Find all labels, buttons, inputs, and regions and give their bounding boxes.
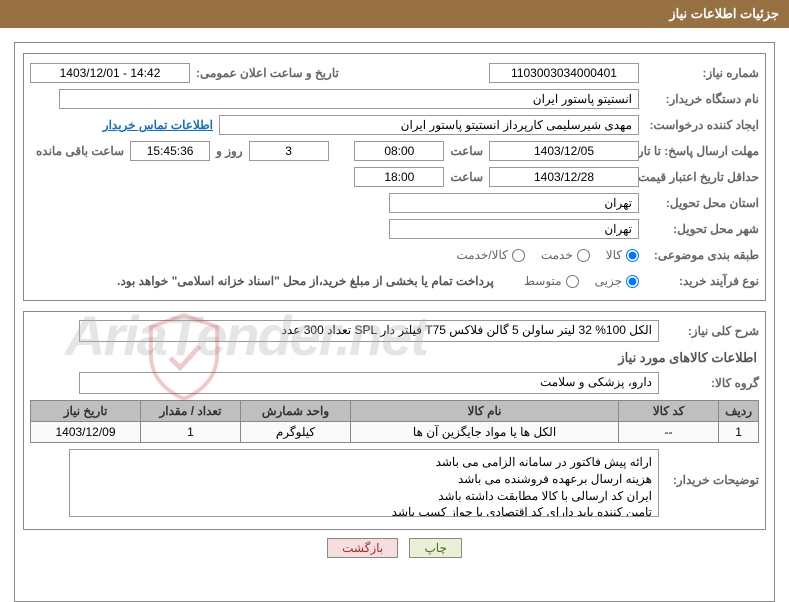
cat-opt-2: کالا/خدمت — [456, 248, 507, 262]
goods-section-title: اطلاعات کالاهای مورد نیاز — [32, 350, 757, 366]
remain-label: ساعت باقی مانده — [30, 144, 130, 158]
time-label-1: ساعت — [444, 144, 489, 158]
cat-opt-1: خدمت — [541, 248, 573, 262]
content-panel: AriaTender.net شماره نیاز: 1103003034000… — [14, 42, 775, 602]
province-field: تهران — [389, 193, 639, 213]
resp-date-field: 1403/12/05 — [489, 141, 639, 161]
valid-time-field: 18:00 — [354, 167, 444, 187]
cell-unit: کیلوگرم — [241, 422, 351, 443]
resp-deadline-label: مهلت ارسال پاسخ: تا تاریخ: — [639, 144, 759, 158]
process-radio-medium[interactable] — [566, 275, 579, 288]
process-label: نوع فرآیند خرید: — [639, 274, 759, 288]
cell-date: 1403/12/09 — [31, 422, 141, 443]
buyer-contact-link[interactable]: اطلاعات تماس خریدار — [103, 118, 213, 132]
announce-field: 1403/12/01 - 14:42 — [30, 63, 190, 83]
table-header-row: ردیف کد کالا نام کالا واحد شمارش تعداد /… — [31, 401, 759, 422]
requester-field: مهدی شیرسلیمی کارپرداز انستیتو پاستور ای… — [219, 115, 639, 135]
days-field: 3 — [249, 141, 329, 161]
resp-time-field: 08:00 — [354, 141, 444, 161]
proc-opt-0: جزیی — [595, 274, 622, 288]
days-label: روز و — [210, 144, 249, 158]
need-no-field: 1103003034000401 — [489, 63, 639, 83]
validity-label: حداقل تاریخ اعتبار قیمت: تا تاریخ: — [639, 170, 759, 184]
group-label: گروه کالا: — [659, 376, 759, 390]
time-label-2: ساعت — [444, 170, 489, 184]
need-no-label: شماره نیاز: — [639, 66, 759, 80]
proc-opt-1: متوسط — [524, 274, 562, 288]
category-radio-both[interactable] — [512, 249, 525, 262]
col-qty: تعداد / مقدار — [141, 401, 241, 422]
print-button[interactable]: چاپ — [409, 538, 461, 558]
button-bar: چاپ بازگشت — [23, 538, 766, 558]
category-radio-goods[interactable] — [626, 249, 639, 262]
buyer-org-field: انستیتو پاستور ایران — [59, 89, 639, 109]
cell-idx: 1 — [719, 422, 759, 443]
process-note: پرداخت تمام یا بخشی از مبلغ خرید،از محل … — [117, 274, 494, 288]
desc-label: شرح کلی نیاز: — [659, 324, 759, 338]
process-radio-minor[interactable] — [626, 275, 639, 288]
province-label: استان محل تحویل: — [639, 196, 759, 210]
city-label: شهر محل تحویل: — [639, 222, 759, 236]
buyer-notes-field: ارائه پیش فاکتور در سامانه الزامی می باش… — [69, 449, 659, 517]
info-frame: شماره نیاز: 1103003034000401 تاریخ و ساع… — [23, 53, 766, 301]
announce-label: تاریخ و ساعت اعلان عمومی: — [190, 66, 339, 80]
group-field: دارو، پزشکی و سلامت — [79, 372, 659, 394]
countdown-field: 15:45:36 — [130, 141, 210, 161]
buyer-org-label: نام دستگاه خریدار: — [639, 92, 759, 106]
category-radio-group: کالا خدمت کالا/خدمت — [444, 248, 639, 262]
desc-field: الکل 100% 32 لیتر ساولن 5 گالن فلاکس T75… — [79, 320, 659, 342]
category-label: طبقه بندی موضوعی: — [639, 248, 759, 262]
cat-opt-0: کالا — [606, 248, 622, 262]
goods-table: ردیف کد کالا نام کالا واحد شمارش تعداد /… — [30, 400, 759, 443]
page-title: جزئیات اطلاعات نیاز — [669, 6, 779, 21]
goods-frame: شرح کلی نیاز: الکل 100% 32 لیتر ساولن 5 … — [23, 311, 766, 530]
requester-label: ایجاد کننده درخواست: — [639, 118, 759, 132]
page-header: جزئیات اطلاعات نیاز — [0, 0, 789, 28]
cell-qty: 1 — [141, 422, 241, 443]
back-button[interactable]: بازگشت — [327, 538, 398, 558]
valid-date-field: 1403/12/28 — [489, 167, 639, 187]
process-radio-group: جزیی متوسط — [512, 274, 639, 288]
col-code: کد کالا — [619, 401, 719, 422]
cell-code: -- — [619, 422, 719, 443]
col-unit: واحد شمارش — [241, 401, 351, 422]
buyer-notes-label: توضیحات خریدار: — [659, 449, 759, 487]
category-radio-service[interactable] — [577, 249, 590, 262]
col-name: نام کالا — [351, 401, 619, 422]
cell-name: الکل ها یا مواد جایگزین آن ها — [351, 422, 619, 443]
table-row: 1 -- الکل ها یا مواد جایگزین آن ها کیلوگ… — [31, 422, 759, 443]
col-date: تاریخ نیاز — [31, 401, 141, 422]
col-row: ردیف — [719, 401, 759, 422]
city-field: تهران — [389, 219, 639, 239]
